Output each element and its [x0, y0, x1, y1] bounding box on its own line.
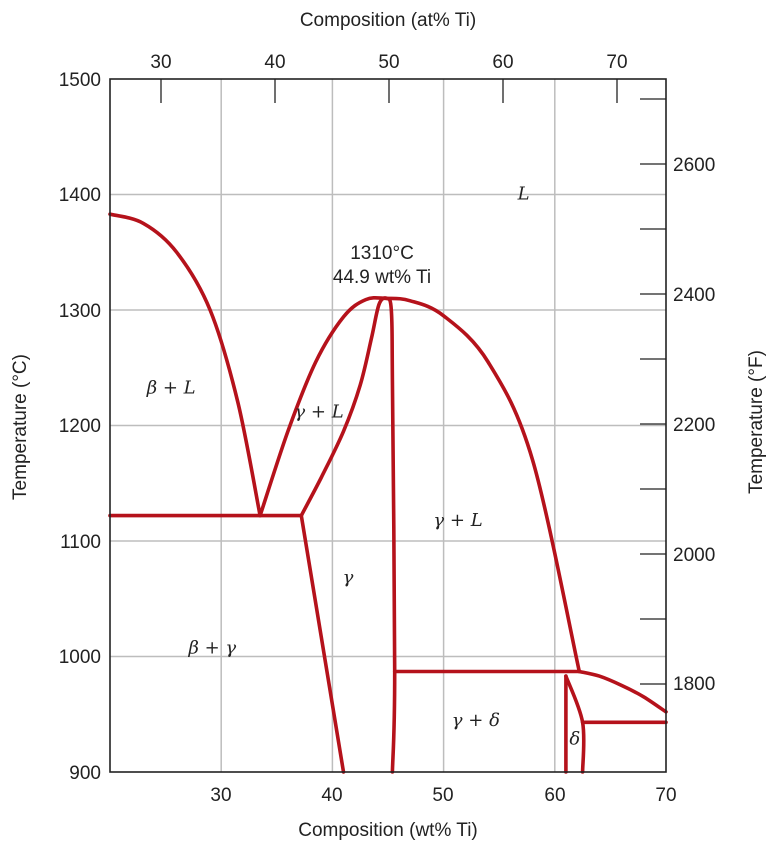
- tick-label-x-top: 30: [150, 52, 171, 73]
- phase-boundary-0: [108, 212, 262, 518]
- axis-title-y-right: Temperature (°F): [746, 350, 767, 494]
- axis-title-x-bottom: Composition (wt% Ti): [298, 820, 478, 841]
- tick-label-y-left: 1400: [59, 185, 101, 206]
- phase-label: γ + L: [433, 510, 482, 531]
- phase-boundary-2: [299, 296, 397, 774]
- phase-boundary-1: [258, 296, 582, 674]
- phase-label: γ: [343, 567, 354, 588]
- tick-label-y-left: 1300: [59, 301, 101, 322]
- tick-label-x-bottom: 70: [655, 785, 676, 806]
- annotation-temperature: 1310°C: [350, 243, 414, 264]
- tick-label-y-right: 2600: [673, 155, 715, 176]
- tick-label-y-left: 1500: [59, 70, 101, 91]
- tick-label-x-top: 60: [492, 52, 513, 73]
- axis-title-y-left: Temperature (°C): [10, 354, 31, 500]
- tick-label-y-right: 2400: [673, 285, 715, 306]
- tick-label-x-top: 40: [264, 52, 285, 73]
- tick-label-y-left: 1200: [59, 416, 101, 437]
- tick-labels: 30 40 50 60 70 30 40 50 60 70 900 1000 1…: [59, 52, 716, 806]
- tick-label-y-right: 2000: [673, 545, 715, 566]
- phase-label: γ + L: [294, 402, 343, 423]
- phase-label: β + L: [146, 377, 196, 398]
- tick-label-x-bottom: 40: [321, 785, 342, 806]
- phase-label: L: [517, 183, 530, 204]
- tick-label-y-left: 1000: [59, 647, 101, 668]
- tick-label-x-bottom: 60: [544, 785, 565, 806]
- annotation-composition: 44.9 wt% Ti: [333, 267, 431, 288]
- tick-marks: [160, 79, 666, 685]
- phase-label: δ: [569, 729, 580, 750]
- phase-boundary-4: [299, 513, 346, 774]
- boundary-curves: [108, 212, 668, 774]
- tick-label-y-left: 900: [69, 763, 101, 784]
- phase-labels: Lβ + L γ + L γ + L γ β + γ γ + δ δ: [146, 183, 581, 749]
- tick-label-x-bottom: 30: [210, 785, 231, 806]
- tick-label-y-right: 2200: [673, 415, 715, 436]
- tick-label-x-bottom: 50: [432, 785, 453, 806]
- tick-label-x-top: 50: [378, 52, 399, 73]
- phase-label: γ + δ: [452, 710, 500, 731]
- plot-frame: [109, 78, 667, 773]
- phase-label: β + γ: [187, 637, 236, 658]
- tick-label-y-left: 1100: [60, 532, 101, 553]
- tick-label-x-top: 70: [606, 52, 627, 73]
- phase-boundary-6: [577, 669, 668, 714]
- grid-lines: [110, 79, 666, 772]
- axis-title-x-top: Composition (at% Ti): [300, 10, 476, 31]
- phase-boundary-8: [564, 674, 586, 774]
- tick-label-y-right: 1800: [673, 674, 715, 695]
